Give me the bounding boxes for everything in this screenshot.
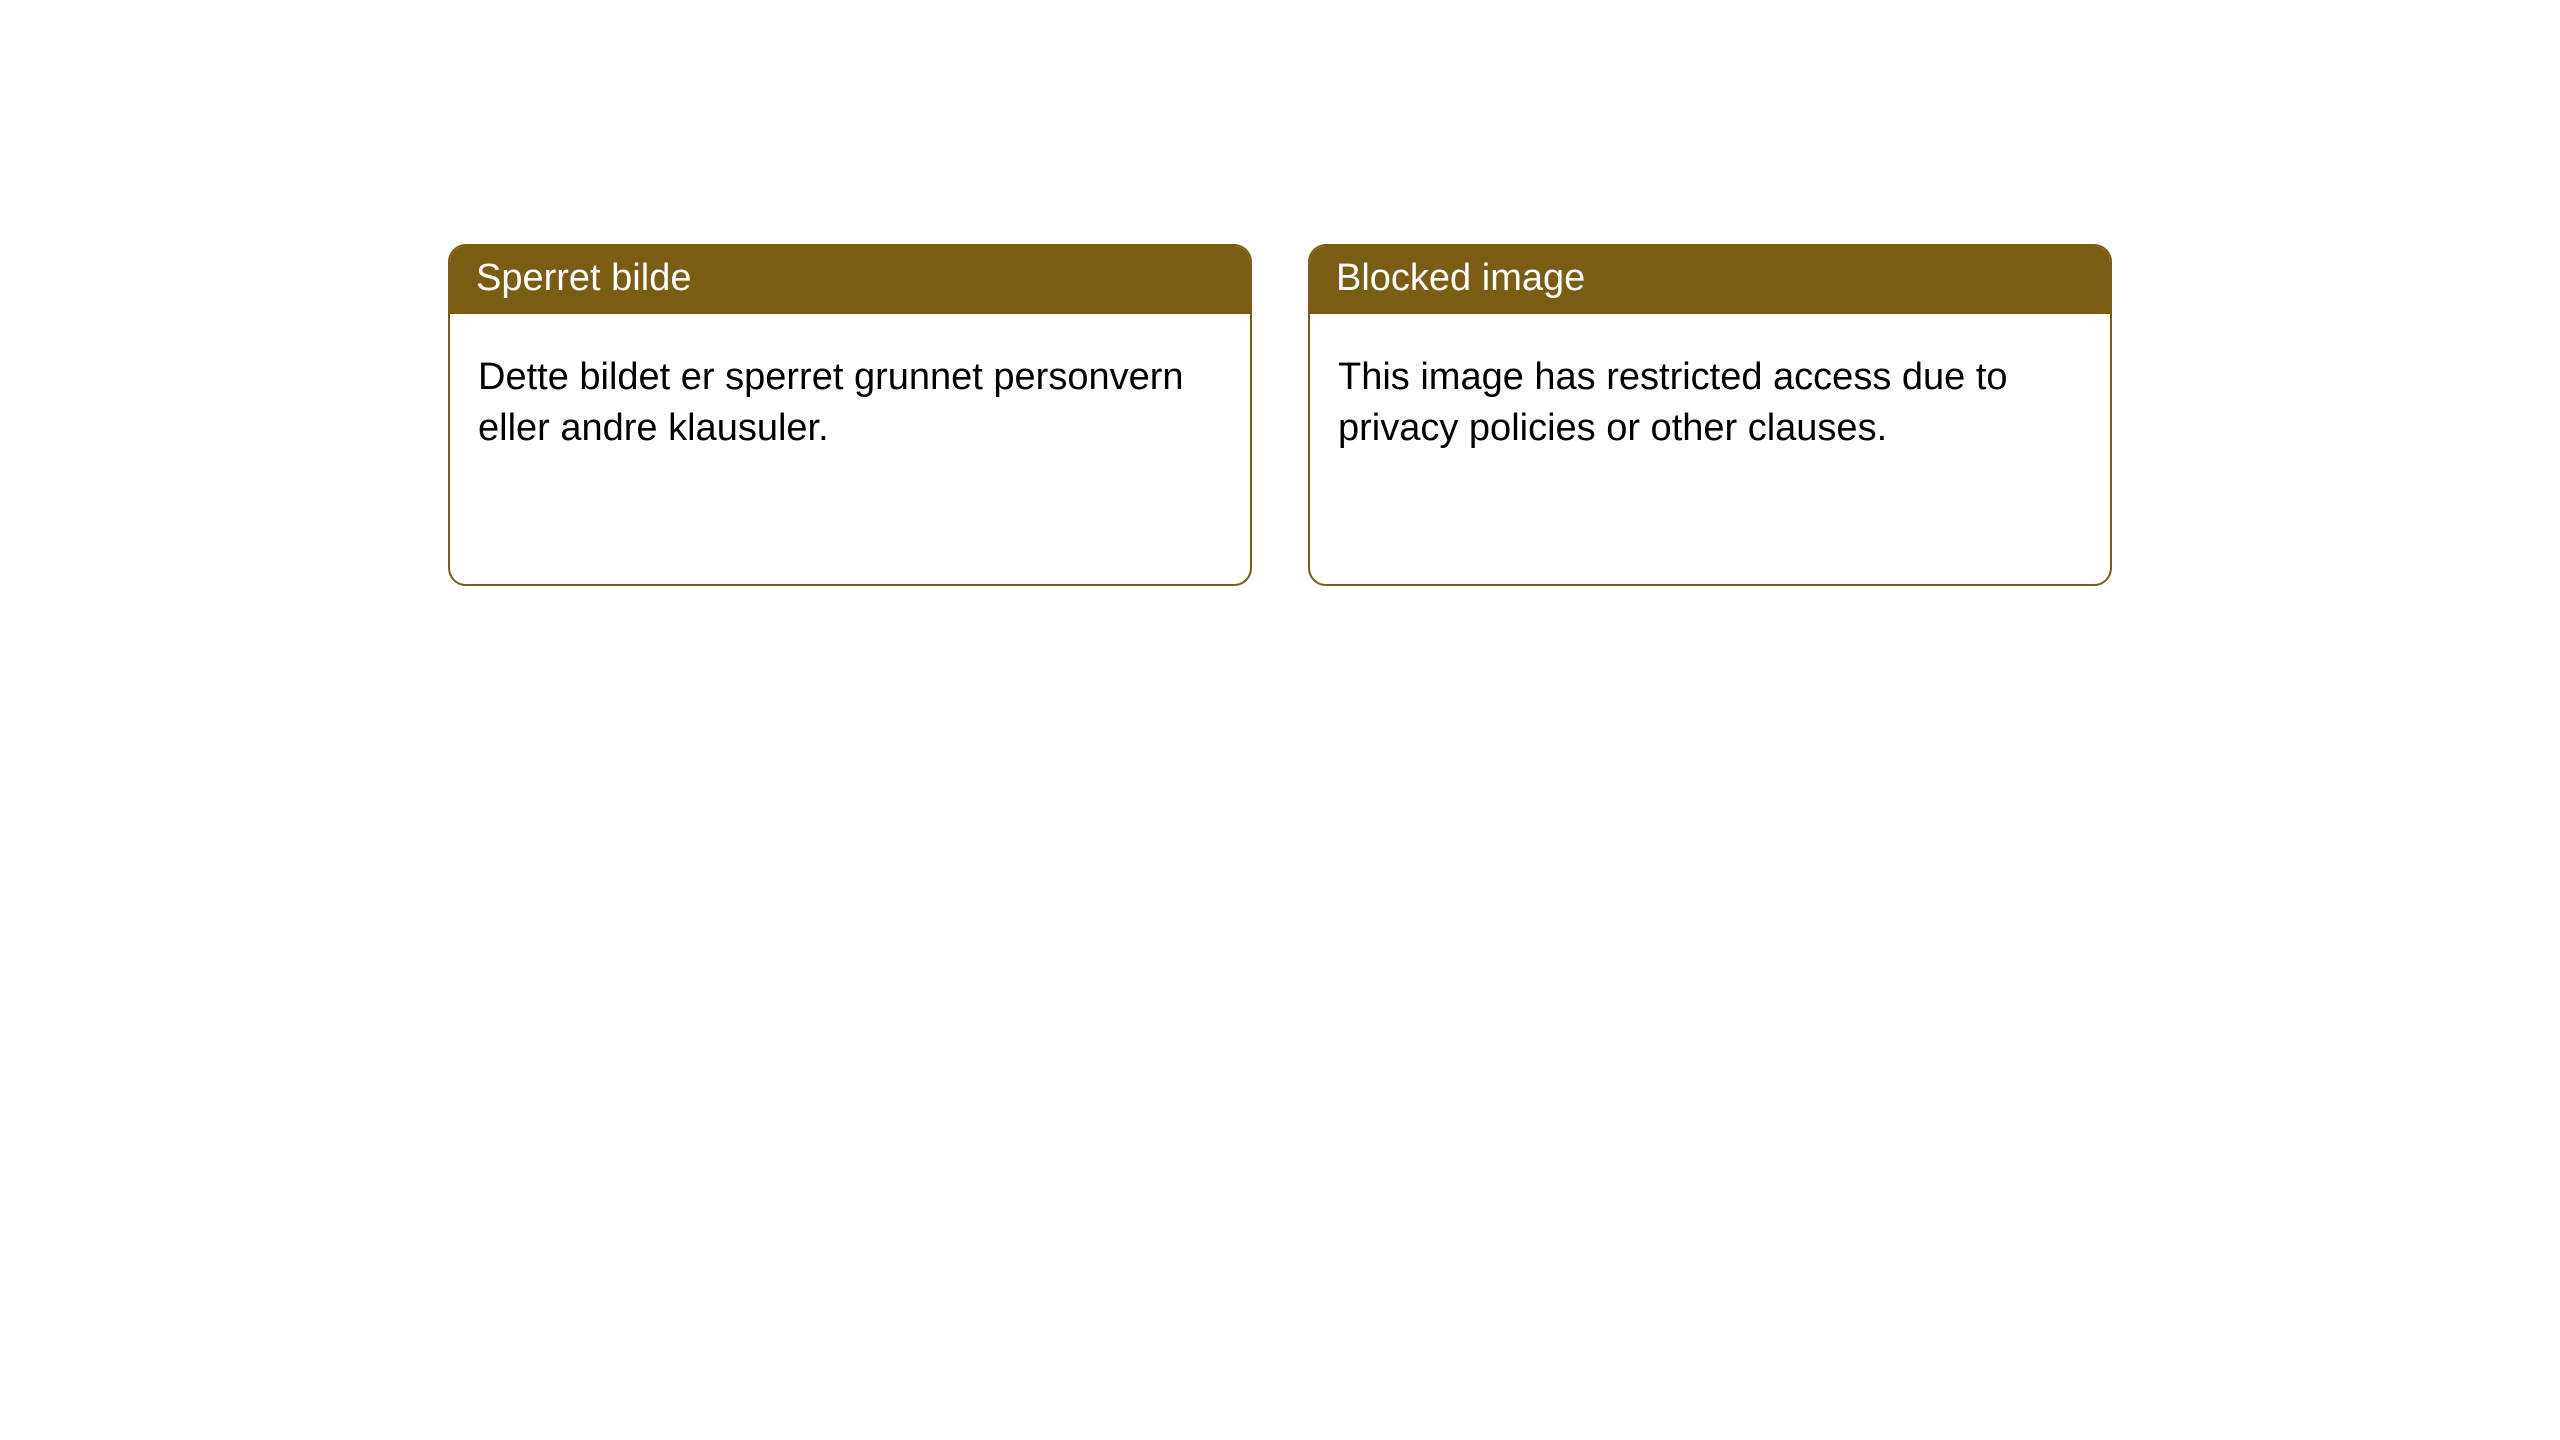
notice-card-english: Blocked image This image has restricted … — [1308, 244, 2112, 586]
notice-card-norwegian: Sperret bilde Dette bildet er sperret gr… — [448, 244, 1252, 586]
notice-card-title: Sperret bilde — [450, 246, 1250, 314]
notice-card-body: Dette bildet er sperret grunnet personve… — [450, 314, 1250, 584]
notice-card-body: This image has restricted access due to … — [1310, 314, 2110, 584]
notice-container: Sperret bilde Dette bildet er sperret gr… — [0, 0, 2560, 586]
notice-card-title: Blocked image — [1310, 246, 2110, 314]
